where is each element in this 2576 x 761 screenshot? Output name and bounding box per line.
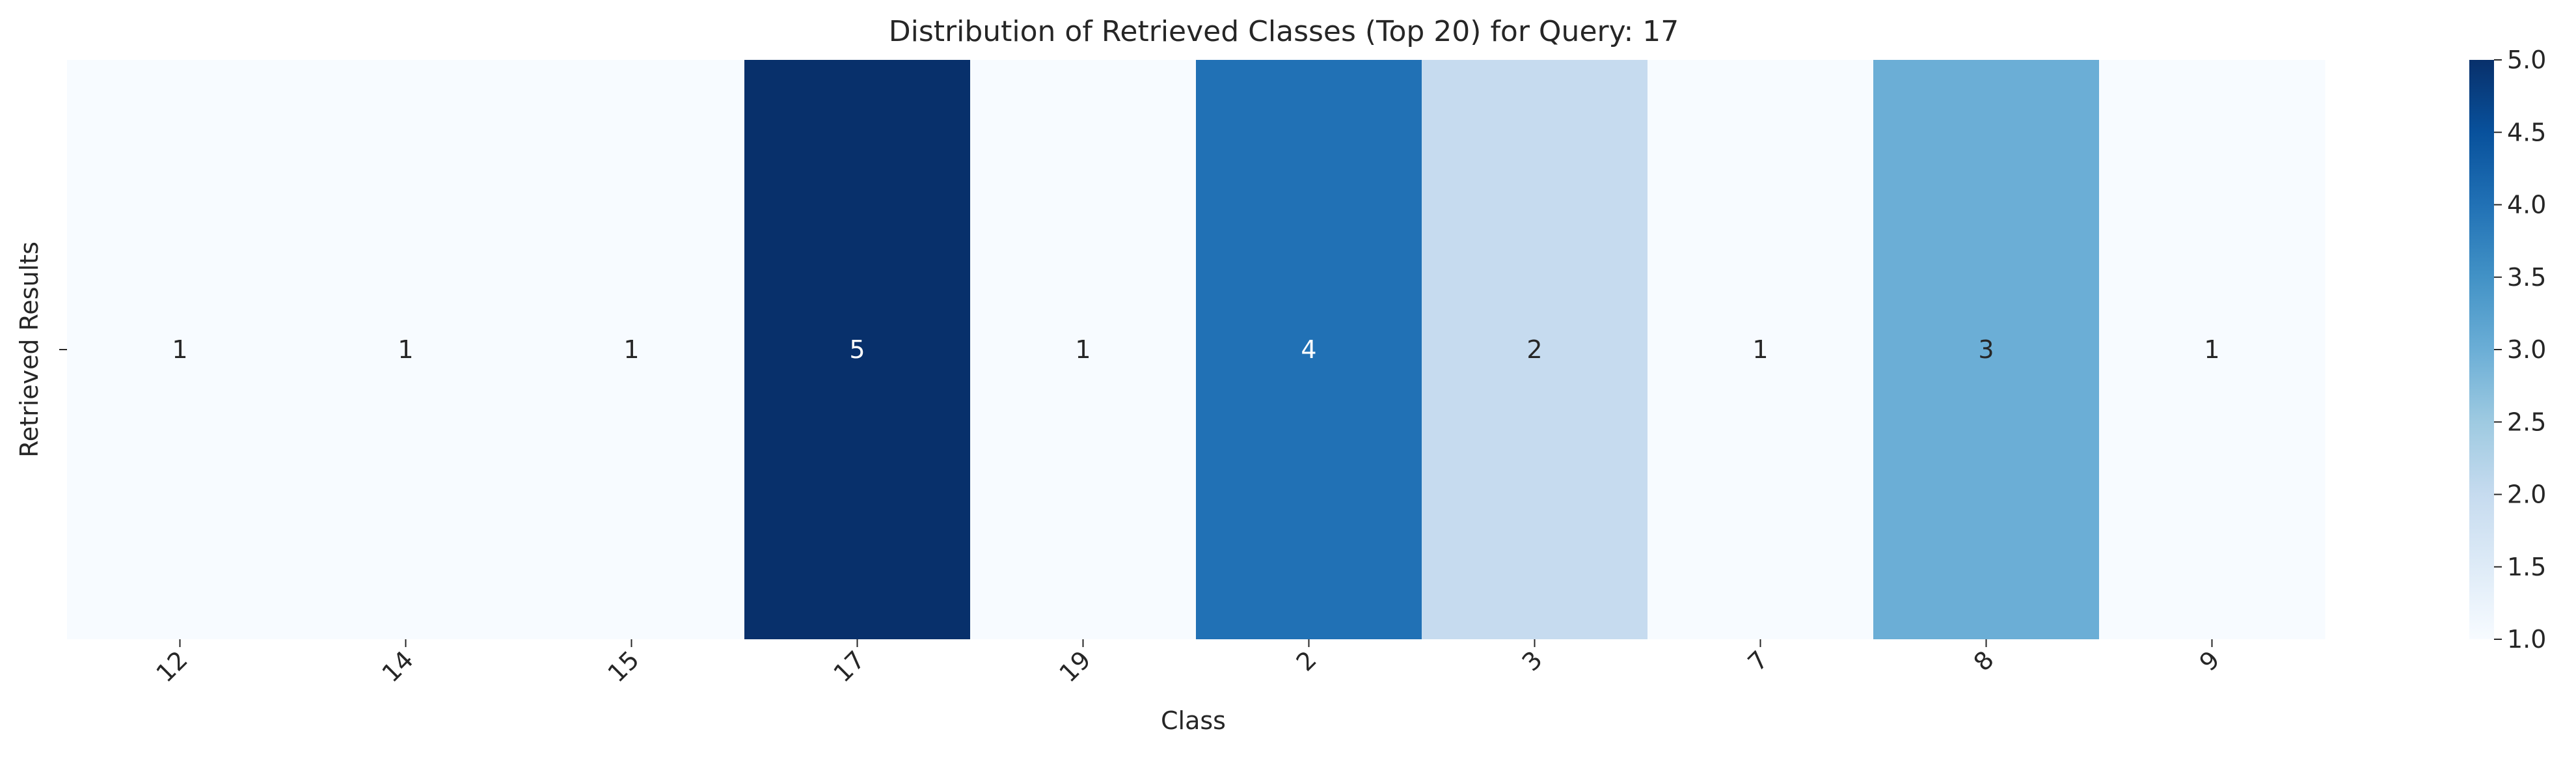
x-tick-label: 17	[828, 645, 871, 687]
colorbar-tick-label: 1.5	[2507, 553, 2546, 581]
cell-annotation: 1	[1075, 335, 1091, 364]
y-axis-label: Retrieved Results	[15, 242, 44, 458]
colorbar-tick-label: 5.0	[2507, 46, 2546, 74]
heatmap-cell	[519, 60, 745, 639]
heatmap-cell	[1422, 60, 1648, 639]
heatmap-cell	[293, 60, 519, 639]
heatmap-cell	[744, 60, 971, 639]
colorbar-tick-label: 3.0	[2507, 335, 2546, 364]
x-tick-label: 9	[2194, 645, 2225, 676]
cell-annotation: 3	[1978, 335, 1994, 364]
heatmap-cell	[2099, 60, 2325, 639]
cell-annotation: 1	[398, 335, 413, 364]
cell-annotation: 1	[623, 335, 639, 364]
x-tick-label: 12	[151, 645, 193, 687]
cell-annotation: 1	[1752, 335, 1768, 364]
cell-annotation: 4	[1301, 335, 1316, 364]
x-tick-label: 15	[603, 645, 645, 687]
colorbar-tick-label: 4.5	[2507, 118, 2546, 146]
heatmap-cell	[970, 60, 1197, 639]
x-tick-label: 7	[1742, 645, 1774, 676]
chart-title: Distribution of Retrieved Classes (Top 2…	[889, 15, 1679, 48]
colorbar-tick-label: 2.0	[2507, 480, 2546, 509]
colorbar-tick-label: 1.0	[2507, 625, 2546, 654]
colorbar-gradient	[2469, 60, 2494, 639]
heatmap-cell	[1873, 60, 2100, 639]
cell-annotation: 2	[1526, 335, 1542, 364]
x-tick-label: 19	[1054, 645, 1096, 687]
heatmap-cells	[67, 60, 2325, 639]
cell-annotation: 1	[172, 335, 187, 364]
x-tick-label: 14	[377, 645, 419, 687]
x-tick-label: 2	[1291, 645, 1322, 676]
x-axis-label: Class	[1161, 706, 1226, 735]
colorbar: 1.0 1.5 2.0 2.5 3.0 3.5 4.0 4.5 5.0	[2469, 46, 2546, 654]
cell-annotations: 1 1 1 5 1 4 2 1 3 1	[172, 335, 2219, 364]
cell-annotation: 1	[2204, 335, 2219, 364]
x-tick-label: 8	[1968, 645, 2000, 676]
heatmap-cell	[1196, 60, 1422, 639]
cell-annotation: 5	[849, 335, 865, 364]
colorbar-tick-label: 4.0	[2507, 191, 2546, 219]
colorbar-tick-label: 3.5	[2507, 263, 2546, 292]
colorbar-tick-label: 2.5	[2507, 408, 2546, 436]
heatmap-cell	[1647, 60, 1874, 639]
heatmap-cell	[67, 60, 293, 639]
x-axis-ticks: 12 14 15 17 19 2 3 7 8 9	[151, 639, 2225, 688]
x-tick-label: 3	[1517, 645, 1548, 676]
